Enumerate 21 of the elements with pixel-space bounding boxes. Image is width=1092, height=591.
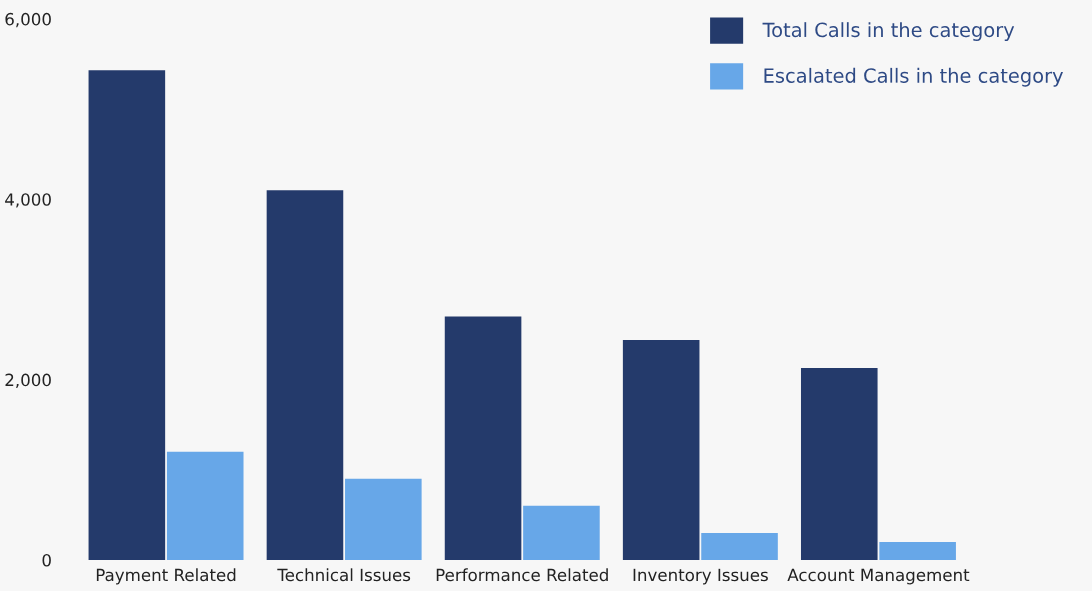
x-tick-label: Performance Related [436,568,608,582]
legend-label: Escalated Calls in the category [764,67,1063,87]
bar [800,367,878,560]
y-tick-label: 2,000 [5,373,51,388]
bar [879,541,956,560]
bar [523,505,600,560]
x-tick-label: Technical Issues [277,568,411,582]
y-tick-label: 0 [42,553,51,567]
legend-label: Total Calls in the category [762,22,1015,41]
y-tick-label: 6,000 [5,12,51,28]
bar [266,190,344,560]
bar [166,451,244,560]
bar [701,532,778,560]
bar [345,478,422,560]
x-tick-label: Inventory Issues [633,568,768,585]
bar [88,70,166,560]
bar [444,316,522,560]
x-tick-label: Payment Related [96,568,236,585]
bar [622,339,700,560]
x-tick-label: Account Management [787,568,970,585]
y-tick-label: 4,000 [5,193,51,208]
